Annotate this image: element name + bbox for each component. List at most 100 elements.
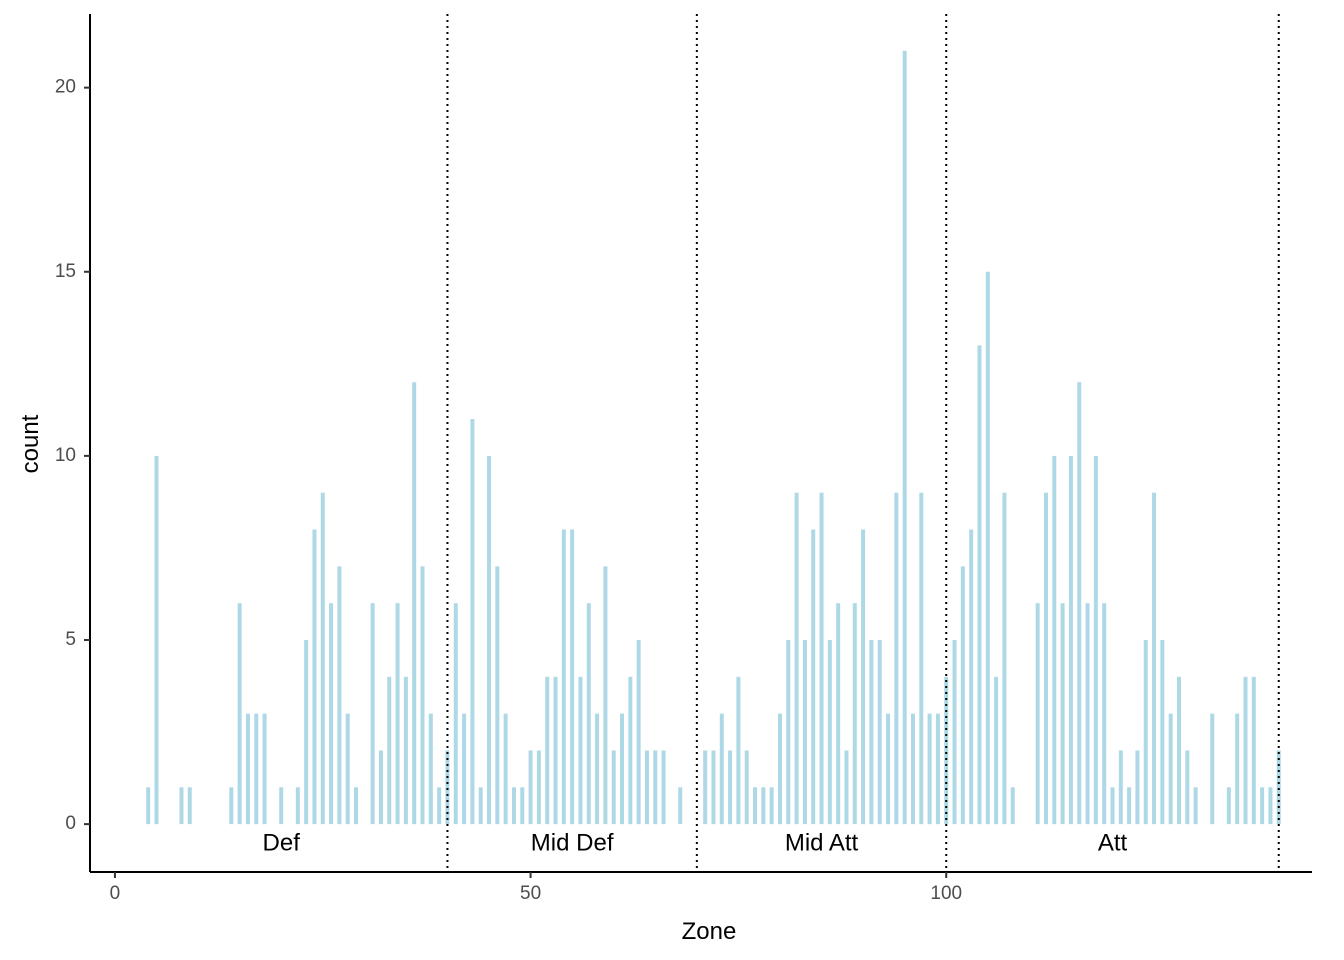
bar-57: [586, 603, 591, 825]
bar-83: [802, 640, 807, 825]
bar-56: [578, 676, 583, 825]
bar-55: [570, 529, 575, 825]
bar-68: [678, 787, 683, 825]
bar-111: [1035, 603, 1040, 825]
bar-78: [761, 787, 766, 825]
bar-22: [295, 787, 300, 825]
bar-98: [927, 713, 932, 825]
zone-label-0: Def: [263, 830, 301, 857]
bar-106: [994, 676, 999, 825]
bar-53: [553, 676, 558, 825]
bar-84: [811, 529, 816, 825]
bar-33: [387, 676, 392, 825]
bar-127: [1168, 713, 1173, 825]
bar-80: [777, 713, 782, 825]
axes: 0 5 10 15 20 0 50 100: [55, 14, 1312, 904]
bar-91: [869, 640, 874, 825]
bar-93: [886, 713, 891, 825]
bar-129: [1185, 750, 1190, 825]
bar-24: [312, 529, 317, 825]
bar-5: [154, 455, 159, 825]
zone-label-2: Mid Att: [785, 830, 859, 857]
bar-28: [345, 713, 350, 825]
bar-126: [1160, 640, 1165, 825]
bar-122: [1127, 787, 1132, 825]
bar-114: [1060, 603, 1065, 825]
bar-120: [1110, 787, 1115, 825]
bar-42: [462, 713, 467, 825]
bar-94: [894, 492, 899, 825]
bar-58: [595, 713, 600, 825]
zone-label-3: Att: [1098, 830, 1128, 857]
bar-87: [836, 603, 841, 825]
bar-37: [420, 566, 425, 825]
bar-39: [437, 787, 442, 825]
zone-labels: Def Mid Def Mid Att Att: [263, 830, 1128, 857]
bar-96: [910, 713, 915, 825]
x-tick-label-50: 50: [520, 883, 541, 904]
bar-132: [1210, 713, 1215, 825]
bar-35: [403, 676, 408, 825]
bar-47: [503, 713, 508, 825]
bar-100: [944, 676, 949, 825]
y-tick-label-5: 5: [65, 629, 76, 650]
bar-51: [536, 750, 541, 825]
bar-36: [412, 382, 417, 825]
zone-dividers: [446, 14, 1280, 872]
bar-59: [603, 566, 608, 825]
bar-48: [511, 787, 516, 825]
y-tick-label-20: 20: [55, 77, 76, 98]
bar-99: [935, 713, 940, 825]
y-tick-label-15: 15: [55, 261, 76, 282]
bar-79: [769, 787, 774, 825]
bar-140: [1276, 750, 1281, 825]
bar-139: [1268, 787, 1273, 825]
y-tick-label-0: 0: [65, 813, 76, 834]
bar-137: [1251, 676, 1256, 825]
bar-102: [960, 566, 965, 825]
bars: [146, 50, 1281, 825]
bar-8: [179, 787, 184, 825]
bar-104: [977, 345, 982, 825]
bar-63: [636, 640, 641, 825]
x-axis-title: Zone: [682, 918, 737, 945]
x-tick-label-0: 0: [110, 883, 121, 904]
bar-101: [952, 640, 957, 825]
bar-32: [378, 750, 383, 825]
bar-16: [245, 713, 250, 825]
bar-75: [736, 676, 741, 825]
bar-60: [611, 750, 616, 825]
bar-46: [495, 566, 500, 825]
bar-105: [985, 271, 990, 825]
bar-38: [428, 713, 433, 825]
bar-113: [1052, 455, 1057, 825]
bar-20: [279, 787, 284, 825]
bar-117: [1085, 603, 1090, 825]
y-tick-label-10: 10: [55, 445, 76, 466]
bar-81: [786, 640, 791, 825]
bar-112: [1043, 492, 1048, 825]
bar-97: [919, 492, 924, 825]
bar-95: [902, 50, 907, 825]
bar-90: [861, 529, 866, 825]
bar-65: [653, 750, 658, 825]
bar-9: [187, 787, 192, 825]
bar-52: [545, 676, 550, 825]
bar-125: [1152, 492, 1157, 825]
bar-123: [1135, 750, 1140, 825]
bar-66: [661, 750, 666, 825]
bar-50: [528, 750, 533, 825]
zone-label-1: Mid Def: [531, 830, 614, 857]
bar-43: [470, 419, 475, 825]
bar-14: [229, 787, 234, 825]
y-axis-title: count: [17, 414, 44, 473]
bar-23: [304, 640, 309, 825]
bar-134: [1226, 787, 1231, 825]
bar-45: [487, 455, 492, 825]
bar-135: [1235, 713, 1240, 825]
bar-124: [1143, 640, 1148, 825]
bar-27: [337, 566, 342, 825]
bar-41: [453, 603, 458, 825]
bar-71: [703, 750, 708, 825]
